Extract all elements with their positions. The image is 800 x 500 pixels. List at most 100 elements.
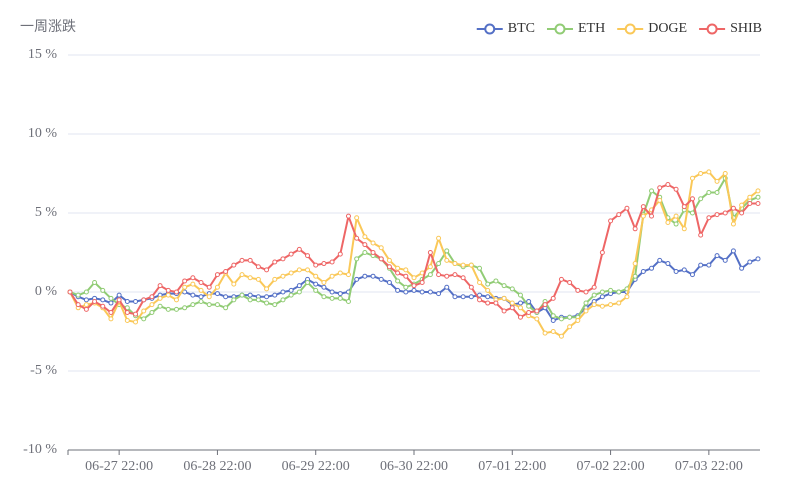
data-point [255, 264, 261, 270]
legend-label: ETH [578, 21, 605, 36]
data-point [755, 188, 761, 194]
data-point [722, 210, 728, 216]
data-point [747, 259, 753, 265]
data-point [231, 262, 237, 268]
data-point [305, 253, 311, 259]
data-point [575, 287, 581, 293]
y-tick-label: 5 % [35, 205, 58, 220]
data-point [337, 270, 343, 276]
data-point [75, 302, 81, 308]
data-point [124, 317, 130, 323]
data-point [214, 284, 220, 290]
data-point [362, 273, 368, 279]
data-point [395, 270, 401, 276]
data-point [649, 213, 655, 219]
data-point [198, 294, 204, 300]
data-point [558, 316, 564, 322]
data-point [272, 292, 278, 298]
data-point [313, 281, 319, 287]
data-point [575, 317, 581, 323]
data-point [395, 287, 401, 293]
legend-marker [706, 23, 718, 35]
data-point [706, 215, 712, 221]
data-point [305, 280, 311, 286]
data-point [165, 306, 171, 312]
data-point [755, 256, 761, 262]
data-point [501, 308, 507, 314]
data-point [223, 268, 229, 274]
data-point [337, 291, 343, 297]
y-tick-label: 0 % [35, 284, 58, 299]
data-point [517, 305, 523, 311]
data-point [567, 280, 573, 286]
data-point [706, 169, 712, 175]
data-point [321, 261, 327, 267]
data-point [616, 300, 622, 306]
data-point [173, 306, 179, 312]
data-point [452, 272, 458, 278]
data-point [526, 303, 532, 309]
data-point [288, 287, 294, 293]
data-point [67, 289, 73, 295]
data-point [747, 194, 753, 200]
data-point [386, 280, 392, 286]
data-point [477, 280, 483, 286]
data-point [280, 273, 286, 279]
data-point [313, 273, 319, 279]
data-point [231, 281, 237, 287]
data-point [444, 284, 450, 290]
data-point [157, 283, 163, 289]
data-point [100, 297, 106, 303]
x-tick-label: 07-02 22:00 [577, 459, 645, 474]
data-point [411, 283, 417, 289]
data-point [296, 267, 302, 273]
data-point [223, 294, 229, 300]
data-point [272, 276, 278, 282]
data-point [739, 265, 745, 271]
data-point [640, 268, 646, 274]
data-point [206, 302, 212, 308]
data-point [526, 298, 532, 304]
data-point [345, 272, 351, 278]
data-point [640, 204, 646, 210]
data-point [108, 310, 114, 316]
data-point [141, 308, 147, 314]
data-point [460, 275, 466, 281]
data-point [403, 289, 409, 295]
data-point [108, 295, 114, 301]
data-point [485, 294, 491, 300]
data-point [501, 283, 507, 289]
legend-marker [624, 23, 636, 35]
data-point [681, 226, 687, 232]
data-point [272, 259, 278, 265]
data-point [649, 188, 655, 194]
data-point [444, 273, 450, 279]
data-point [747, 201, 753, 207]
data-point [730, 221, 736, 227]
data-point [419, 280, 425, 286]
data-point [321, 284, 327, 290]
data-point [247, 257, 253, 263]
data-point [190, 292, 196, 298]
data-point [83, 306, 89, 312]
data-point [378, 256, 384, 262]
legend-label: DOGE [648, 21, 687, 36]
data-point [599, 289, 605, 295]
data-point [362, 242, 368, 248]
data-point [599, 303, 605, 309]
data-point [223, 305, 229, 311]
data-point [468, 262, 474, 268]
data-point [354, 256, 360, 262]
data-point [386, 264, 392, 270]
data-point [698, 232, 704, 238]
data-point [714, 253, 720, 259]
data-point [239, 272, 245, 278]
data-point [436, 261, 442, 267]
data-point [182, 284, 188, 290]
data-point [403, 267, 409, 273]
data-point [509, 305, 515, 311]
data-point [124, 298, 130, 304]
data-point [313, 287, 319, 293]
data-point [411, 275, 417, 281]
data-point [92, 298, 98, 304]
